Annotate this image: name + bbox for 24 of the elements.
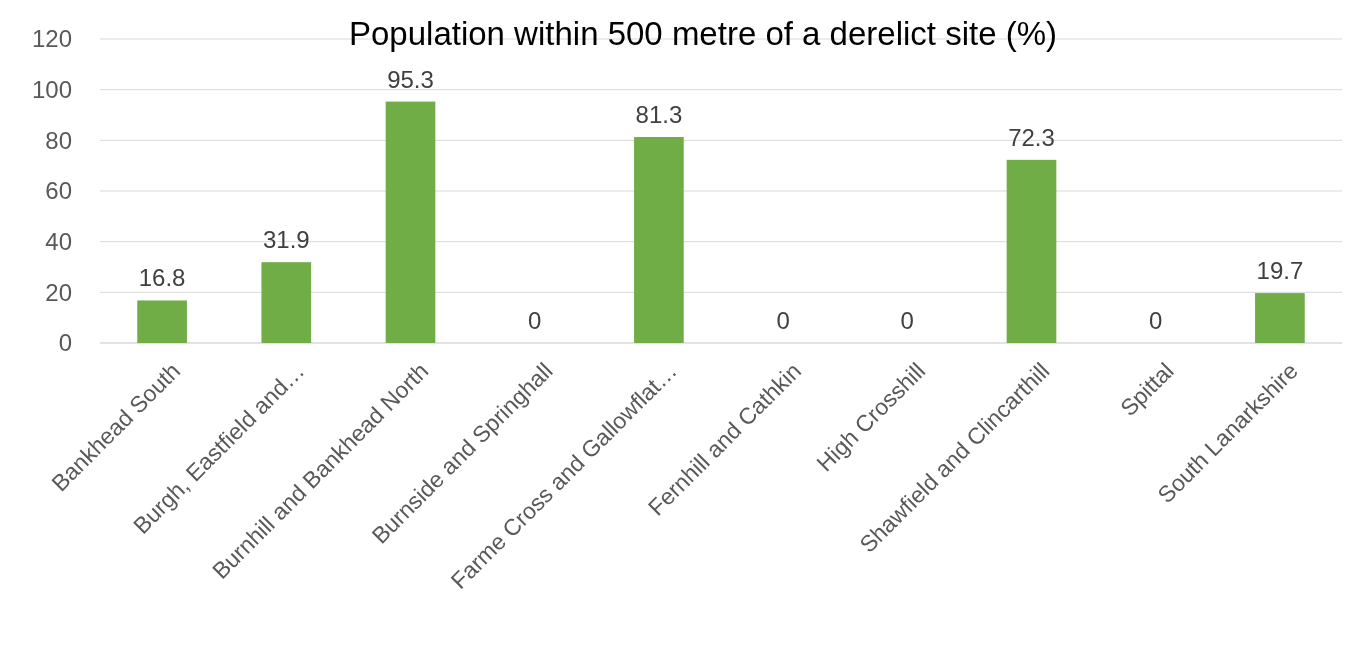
y-tick-label: 120 <box>31 25 72 53</box>
y-tick-label: 20 <box>45 278 72 306</box>
data-label: 95.3 <box>387 65 434 93</box>
y-tick-label: 100 <box>31 76 72 104</box>
chart-title: Population within 500 metre of a derelict site (%) <box>348 15 1058 52</box>
data-label: 31.9 <box>262 226 310 254</box>
data-label: 72.3 <box>1008 123 1055 151</box>
y-tick-label: 0 <box>58 329 72 357</box>
data-label: 0 <box>776 307 790 334</box>
y-tick-label: 80 <box>45 126 72 154</box>
bar <box>261 262 312 343</box>
data-label: 81.3 <box>635 101 683 129</box>
y-tick-label: 40 <box>45 228 72 256</box>
bar <box>1255 293 1305 343</box>
data-label: 0 <box>528 307 542 334</box>
data-label: 19.7 <box>1256 257 1304 285</box>
bar <box>1006 159 1057 343</box>
data-label: 0 <box>900 307 914 334</box>
bar <box>137 300 187 343</box>
y-tick-label: 60 <box>45 177 72 205</box>
bar <box>634 137 684 343</box>
bar <box>385 101 436 343</box>
data-label: 16.8 <box>138 264 186 292</box>
data-label: 0 <box>1149 307 1163 334</box>
